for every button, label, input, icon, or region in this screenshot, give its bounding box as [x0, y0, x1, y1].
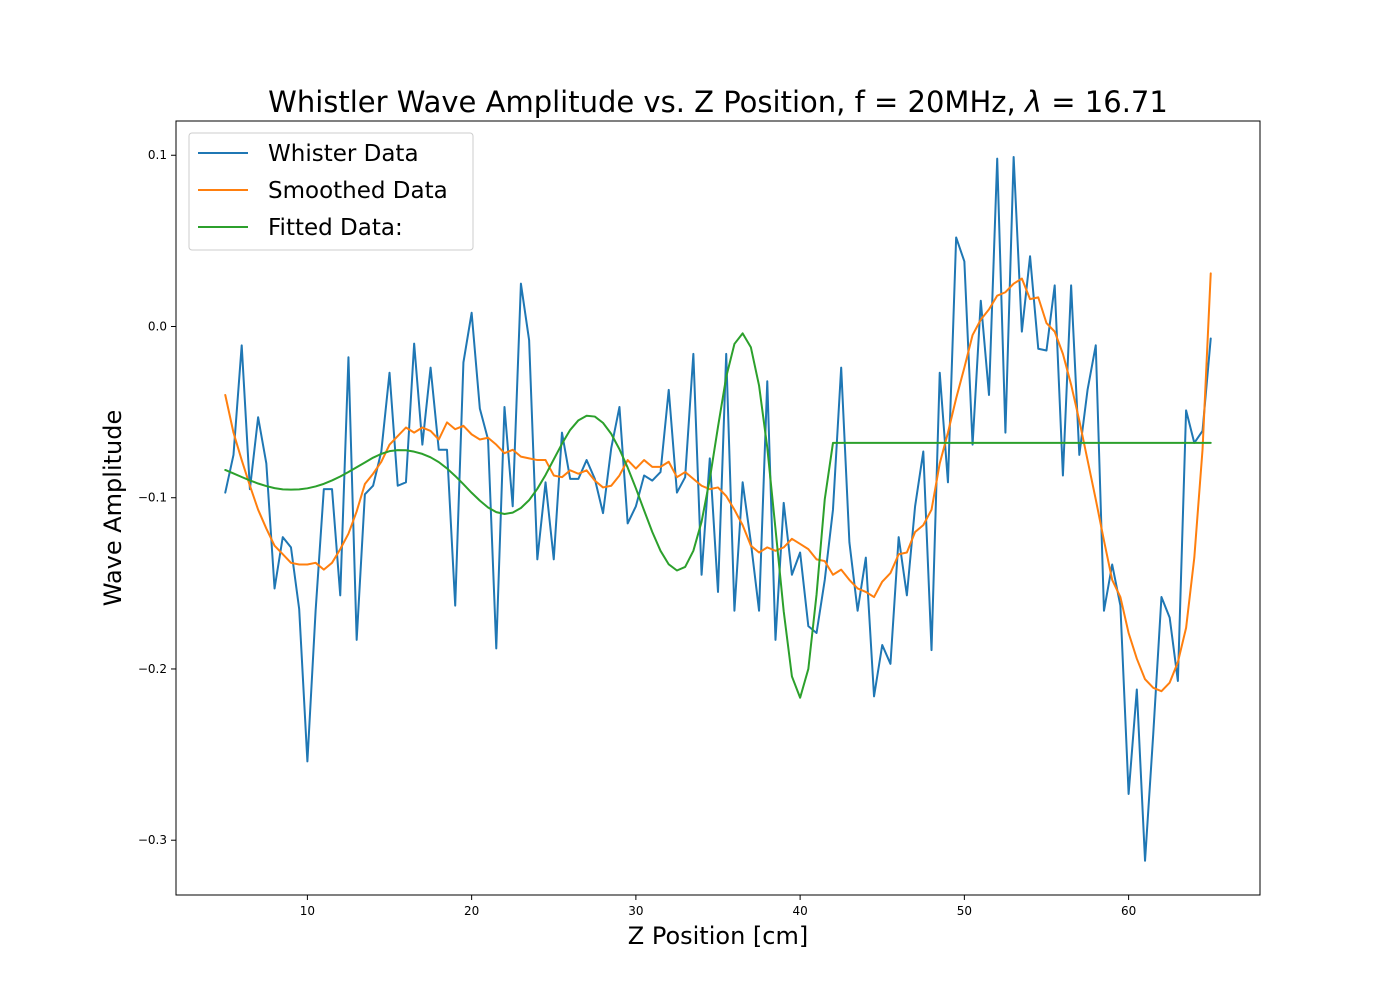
- chart-title-suffix: = 16.71: [1042, 85, 1168, 119]
- chart-title-lambda: λ: [1023, 85, 1042, 119]
- legend-label-3: Fitted Data:: [268, 215, 403, 241]
- chart-title: Whistler Wave Amplitude vs. Z Position, …: [268, 85, 1168, 119]
- y-tick-label: −0.3: [138, 833, 167, 847]
- x-axis-label: Z Position [cm]: [628, 922, 808, 950]
- chart-title-prefix: Whistler Wave Amplitude vs. Z Position, …: [268, 85, 1025, 119]
- series-line-3: [224, 332, 1212, 699]
- legend-label-1: Whister Data: [268, 141, 419, 167]
- y-tick-label: −0.2: [138, 662, 167, 676]
- legend-box: [188, 132, 474, 251]
- plot-frame: [175, 120, 1261, 896]
- x-tick-label: 50: [957, 904, 972, 918]
- y-tick-label: 0.0: [148, 319, 167, 333]
- x-tick-label: 10: [300, 904, 315, 918]
- x-tick-label: 60: [1121, 904, 1136, 918]
- y-tick-label: −0.1: [138, 491, 167, 505]
- x-tick-label: 30: [628, 904, 643, 918]
- y-axis-ticks: 0.1 0.0 −0.1 −0.2 −0.3: [138, 148, 176, 847]
- series-line-2: [224, 272, 1212, 693]
- x-axis-ticks: 10 20 30 40 50 60: [300, 895, 1136, 918]
- x-tick-label: 20: [464, 904, 479, 918]
- legend-label-2: Smoothed Data: [268, 178, 448, 204]
- legend: Whister Data Smoothed Data Fitted Data:: [188, 132, 474, 251]
- y-axis-label: Wave Amplitude: [99, 410, 127, 607]
- y-tick-label: 0.1: [148, 148, 167, 162]
- series-line-1: [224, 155, 1212, 862]
- series-layer: [224, 155, 1212, 862]
- x-tick-label: 40: [792, 904, 807, 918]
